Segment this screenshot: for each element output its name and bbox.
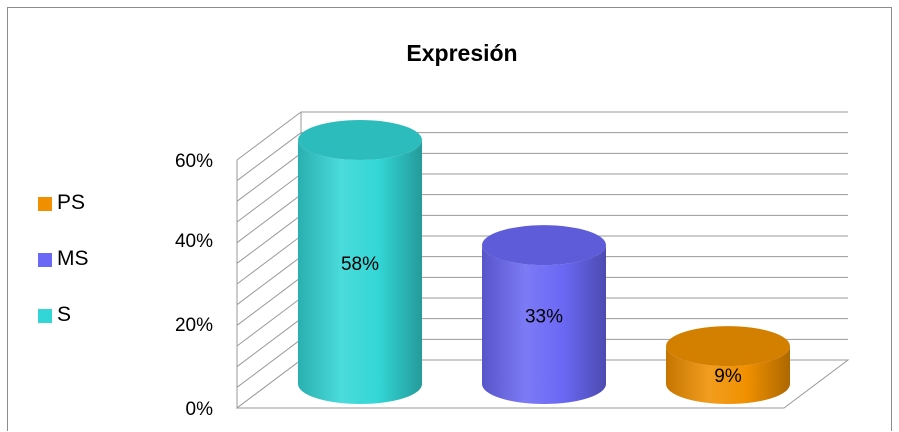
side-gridline xyxy=(236,338,302,388)
bar-ps xyxy=(666,346,790,404)
y-tick-label: 60% xyxy=(175,151,213,172)
legend-label-ps: PS xyxy=(57,191,86,214)
bar-top-ps xyxy=(666,326,790,367)
side-gridline xyxy=(236,256,302,306)
legend-item-ms: MS xyxy=(36,246,146,302)
data-label-ms: 33% xyxy=(525,307,563,328)
side-gridline xyxy=(236,152,302,202)
side-gridline xyxy=(236,235,302,285)
bar-top-ms xyxy=(482,225,606,266)
side-gridline xyxy=(236,173,302,223)
data-label-ps: 9% xyxy=(714,366,742,387)
y-tick-label: 40% xyxy=(175,231,213,252)
data-label-s: 58% xyxy=(341,254,379,275)
y-tick-label: 20% xyxy=(175,315,213,336)
bar-ms xyxy=(482,245,606,404)
y-tick-label: 0% xyxy=(186,399,214,420)
side-gridline xyxy=(236,111,302,161)
side-gridline xyxy=(236,276,302,326)
chart-title: Expresión xyxy=(406,40,518,66)
legend-swatch-ps xyxy=(38,197,52,211)
legend-swatch-s xyxy=(38,309,52,323)
bar-top-s xyxy=(298,120,422,160)
side-gridline xyxy=(236,297,302,347)
bar-s xyxy=(298,140,422,404)
side-gridline xyxy=(236,194,302,244)
side-gridline xyxy=(236,214,302,264)
legend-label-s: S xyxy=(57,303,72,326)
side-gridline xyxy=(236,318,302,368)
legend-swatch-ms xyxy=(38,253,52,267)
side-gridline xyxy=(236,132,302,182)
legend-item-s: S xyxy=(36,302,146,358)
legend-label-ms: MS xyxy=(57,247,89,270)
legend-item-ps: PS xyxy=(36,190,146,246)
chart-legend: PS MS S xyxy=(36,190,146,358)
